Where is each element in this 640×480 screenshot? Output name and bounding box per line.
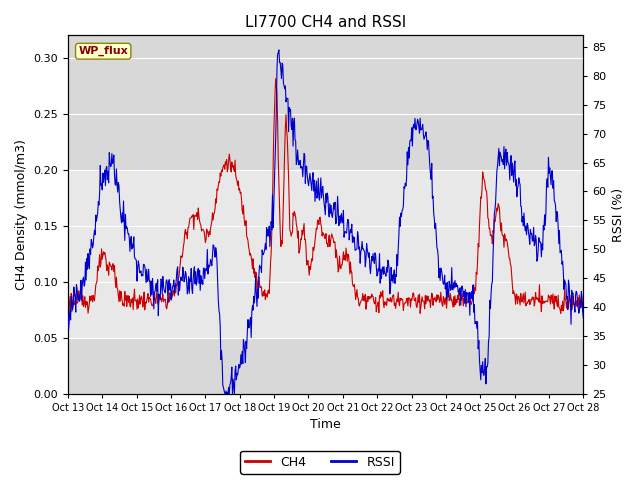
Y-axis label: CH4 Density (mmol/m3): CH4 Density (mmol/m3) bbox=[15, 139, 28, 290]
X-axis label: Time: Time bbox=[310, 419, 341, 432]
Bar bbox=[68, 170, 583, 338]
Legend: CH4, RSSI: CH4, RSSI bbox=[240, 451, 400, 474]
Text: WP_flux: WP_flux bbox=[78, 46, 128, 56]
Y-axis label: RSSI (%): RSSI (%) bbox=[612, 188, 625, 241]
Title: LI7700 CH4 and RSSI: LI7700 CH4 and RSSI bbox=[245, 15, 406, 30]
